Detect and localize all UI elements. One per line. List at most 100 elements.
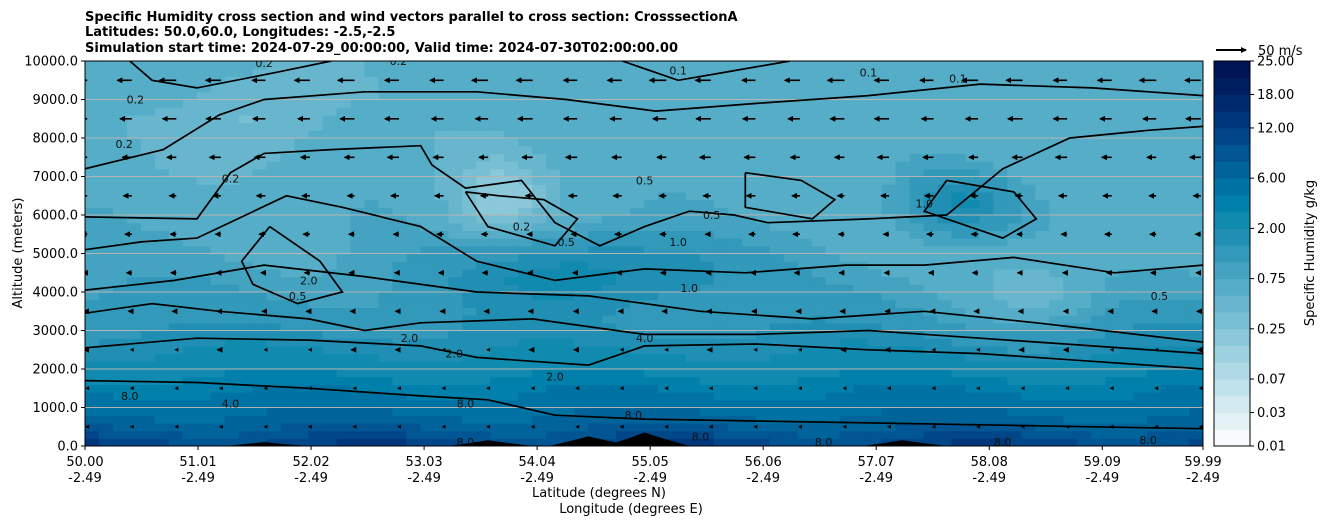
humidity-field-cell <box>364 161 380 170</box>
humidity-field-cell <box>993 199 1008 208</box>
humidity-field-cell <box>937 330 953 339</box>
humidity-field-cell <box>895 245 911 255</box>
humidity-field-cell <box>546 130 561 139</box>
humidity-field-cell <box>168 361 184 370</box>
humidity-field-cell <box>741 422 757 432</box>
humidity-field-cell <box>322 315 338 324</box>
humidity-field-cell <box>713 184 729 193</box>
humidity-field-cell <box>657 222 673 231</box>
humidity-field-cell <box>699 130 715 139</box>
humidity-field-cell <box>85 99 100 108</box>
humidity-field-cell <box>853 138 869 147</box>
humidity-field-cell <box>238 145 254 154</box>
contour-label: 0.2 <box>255 57 273 70</box>
humidity-field-cell <box>308 261 324 270</box>
humidity-field-cell <box>1105 61 1120 70</box>
humidity-field-cell <box>85 330 100 339</box>
humidity-field-cell <box>1035 199 1050 208</box>
humidity-field-cell <box>1007 222 1022 231</box>
humidity-field-cell <box>448 392 463 401</box>
humidity-field-cell <box>182 369 198 378</box>
humidity-field-cell <box>783 238 799 247</box>
humidity-field-cell <box>839 107 855 116</box>
wind-vector <box>486 424 491 429</box>
humidity-field-cell <box>98 145 114 154</box>
humidity-field-cell <box>280 430 296 439</box>
humidity-field-cell <box>532 245 547 255</box>
humidity-field-cell <box>154 238 170 247</box>
humidity-field-cell <box>1105 230 1120 239</box>
humidity-field-cell <box>1049 315 1064 324</box>
humidity-field-cell <box>238 238 254 247</box>
humidity-field-cell <box>168 130 184 139</box>
humidity-field-cell <box>476 384 491 393</box>
humidity-field-cell <box>490 161 505 170</box>
humidity-field-cell <box>406 284 421 293</box>
x-axis-ticks: 50.00-2.4951.01-2.4952.02-2.4953.03-2.49… <box>66 446 1222 486</box>
humidity-field-cell <box>434 207 449 216</box>
humidity-field-cell <box>951 168 967 178</box>
humidity-field-cell <box>923 399 939 409</box>
humidity-field-cell <box>406 399 421 409</box>
colorbar-swatch <box>1214 429 1250 447</box>
humidity-field-cell <box>182 207 198 216</box>
humidity-field-cell <box>1091 261 1106 270</box>
humidity-field-cell <box>1063 161 1078 170</box>
humidity-field-cell <box>574 430 589 439</box>
humidity-field-cell <box>420 422 435 432</box>
humidity-field-cell <box>294 222 310 231</box>
humidity-field-cell <box>671 438 687 446</box>
humidity-field-cell <box>392 130 408 139</box>
humidity-field-cell <box>965 415 980 424</box>
humidity-field-cell <box>993 130 1008 139</box>
humidity-field-cell <box>727 399 743 409</box>
humidity-field-cell <box>560 122 575 131</box>
humidity-field-cell <box>518 161 533 170</box>
humidity-field-cell <box>951 130 967 139</box>
humidity-field-cell <box>1189 407 1203 416</box>
humidity-field-cell <box>588 376 603 385</box>
humidity-field-cell <box>630 430 645 439</box>
humidity-field-cell <box>476 315 491 324</box>
humidity-field-cell <box>266 422 282 432</box>
humidity-field-cell <box>420 315 435 324</box>
humidity-field-cell <box>769 122 785 131</box>
humidity-field-cell <box>797 222 813 231</box>
contour-label: 8.0 <box>1139 434 1157 447</box>
humidity-field-cell <box>350 307 366 316</box>
humidity-field-cell <box>685 284 701 293</box>
contour-label: 1.0 <box>916 197 934 210</box>
humidity-field-cell <box>979 191 994 201</box>
humidity-field-cell <box>294 307 310 316</box>
humidity-field-cell <box>294 415 310 424</box>
humidity-field-cell <box>1077 191 1092 201</box>
humidity-field-cell <box>630 184 645 193</box>
humidity-field-cell <box>1021 107 1036 116</box>
humidity-field-cell <box>1175 230 1190 239</box>
humidity-field-cell <box>1077 230 1092 239</box>
humidity-field-cell <box>895 407 911 416</box>
humidity-field-cell <box>741 353 757 362</box>
humidity-field-cell <box>699 91 715 101</box>
humidity-field-cell <box>462 361 477 370</box>
humidity-field-cell <box>1133 261 1148 270</box>
humidity-field-cell <box>1063 91 1078 101</box>
humidity-field-cell <box>839 392 855 401</box>
humidity-field-cell <box>1063 245 1078 255</box>
wind-vector <box>530 424 535 429</box>
humidity-field-cell <box>755 145 771 154</box>
humidity-field-cell <box>671 299 687 308</box>
humidity-field-cell <box>154 153 170 162</box>
wind-vector <box>307 347 312 352</box>
humidity-field-cell <box>406 430 421 439</box>
humidity-field-cell <box>937 130 953 139</box>
humidity-field-cell <box>476 253 491 262</box>
humidity-field-cell <box>504 261 519 270</box>
humidity-field-cell <box>196 415 212 424</box>
humidity-field-cell <box>923 315 939 324</box>
humidity-field-cell <box>1175 84 1190 93</box>
humidity-field-cell <box>699 353 715 362</box>
humidity-field-cell <box>630 376 645 385</box>
humidity-field-cell <box>1119 276 1134 285</box>
humidity-field-cell <box>420 191 435 201</box>
